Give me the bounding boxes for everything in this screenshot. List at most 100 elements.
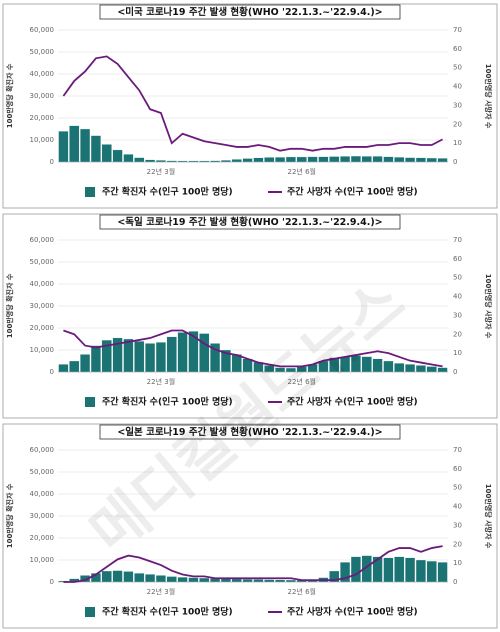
y-tick-label: 20,000 [30,114,55,122]
bar [361,156,372,163]
y2-tick-label: 60 [453,45,462,53]
x-tick-label: 22년 3월 [147,167,175,176]
y-tick-label: 50,000 [30,48,55,56]
chart-title: <미국 코로나19 주간 발생 현황(WHO '22.1.3.~'22.9.4.… [117,6,382,18]
y-tick-label: 0 [50,578,54,586]
bar [394,363,405,373]
bar [264,579,275,583]
x-tick-label: 22년 6월 [288,167,316,176]
bar [275,367,286,373]
bar [101,144,112,163]
bar [199,333,210,373]
bar [145,343,156,373]
bar [101,339,112,373]
bar [155,160,166,163]
y-tick-label: 40,000 [30,280,55,288]
y2-tick-label: 70 [453,236,462,244]
y-tick-label: 10,000 [30,136,55,144]
bar [437,562,448,583]
bar [112,337,123,373]
title-box [99,424,401,440]
bar [166,160,177,163]
bar [275,579,286,583]
bar [361,356,372,373]
bar [112,570,123,583]
y-axis-label: 100만명당 확진자 수 [5,273,14,338]
y-tick-label: 30,000 [30,302,55,310]
bar [437,158,448,163]
chart-title: <일본 코로나19 주간 발생 현황(WHO '22.1.3.~'22.9.4.… [117,426,382,438]
y2-tick-label: 50 [453,274,462,282]
legend-label: 주간 확진자 수(인구 100만 명당) [102,396,233,408]
bar [220,578,231,583]
death-line [63,329,443,368]
bar [242,158,253,163]
x-tick-label: 22년 6월 [288,377,316,386]
bar [231,159,242,163]
y2-tick-label: 30 [453,101,462,109]
y2-tick-label: 0 [453,578,457,586]
y2-tick-label: 0 [453,158,457,166]
bar [123,154,134,163]
bar [296,156,307,163]
y2-tick-label: 10 [453,349,462,357]
bar [123,571,134,583]
bar [134,157,145,163]
bar [90,135,101,163]
y2-tick-label: 60 [453,465,462,473]
y-tick-label: 20,000 [30,534,55,542]
bar [415,157,426,163]
bar [394,556,405,583]
y-tick-label: 30,000 [30,92,55,100]
legend-label: 주간 사망자 수(인구 100만 명당) [287,606,418,618]
y2-tick-label: 40 [453,293,462,301]
bar [383,156,394,163]
y2-axis-label: 100만명당 사망자 수 [484,64,493,129]
bar [188,160,199,163]
bar [253,157,264,163]
panel-border [2,423,498,629]
panel-border [2,213,498,419]
bar [405,157,416,163]
bar [220,160,231,163]
y-axis-label: 100만명당 확진자 수 [5,63,14,128]
y2-tick-label: 50 [453,64,462,72]
x-tick-label: 22년 3월 [147,377,175,386]
bar [437,367,448,373]
y2-tick-label: 60 [453,255,462,263]
bar [318,156,329,163]
y2-tick-label: 40 [453,83,462,91]
bar [242,578,253,583]
bar [426,366,437,373]
bar [155,342,166,373]
bar [372,156,383,163]
y2-tick-label: 70 [453,446,462,454]
y-tick-label: 30,000 [30,512,55,520]
legend-label: 주간 사망자 수(인구 100만 명당) [287,396,418,408]
bar [90,345,101,373]
bar [329,570,340,583]
y2-axis-label: 100만명당 사망자 수 [484,274,493,339]
legend-swatch [85,187,95,197]
y2-tick-label: 10 [453,559,462,567]
bar [69,125,80,163]
title-box [99,4,401,20]
y-axis-label: 100만명당 확진자 수 [5,483,14,548]
y-tick-label: 60,000 [30,26,55,34]
bar [69,360,80,373]
panel-border [2,3,498,209]
bar [177,577,188,583]
bar [177,332,188,373]
y2-tick-label: 20 [453,120,462,128]
bar [253,579,264,583]
bar [155,575,166,583]
chart-title: <독일 코로나19 주간 발생 현황(WHO '22.1.3.~'22.9.4.… [117,216,382,228]
bar [80,575,91,583]
bar [80,128,91,163]
y-tick-label: 10,000 [30,556,55,564]
bar [350,556,361,583]
bar [285,156,296,163]
bar [307,156,318,163]
legend-swatch [85,607,95,617]
